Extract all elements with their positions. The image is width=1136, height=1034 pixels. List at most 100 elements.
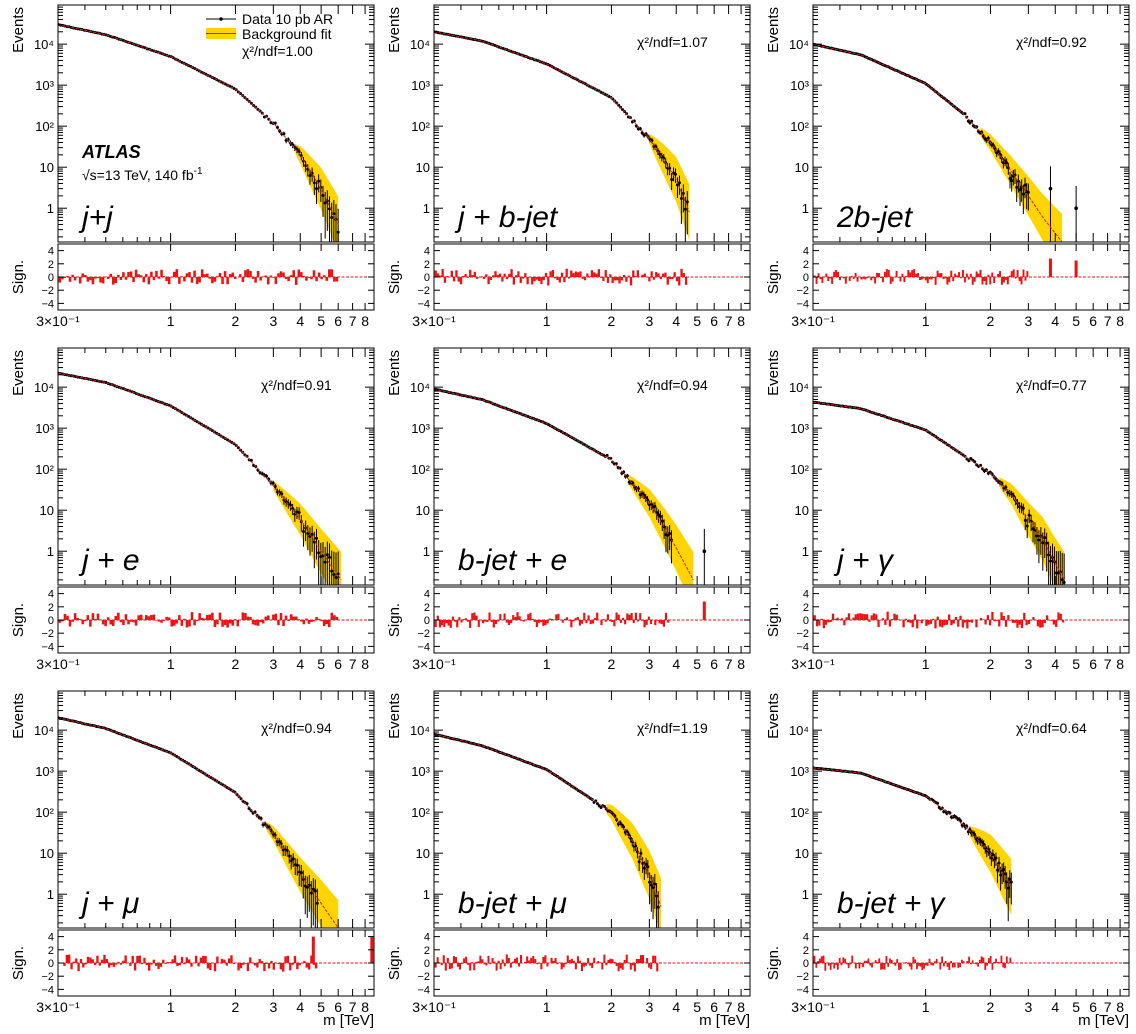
sig-bar xyxy=(1055,620,1057,627)
sig-bar xyxy=(571,959,573,963)
sig-bar xyxy=(887,612,889,620)
sig-bar xyxy=(563,963,565,967)
data-point xyxy=(1063,581,1066,584)
sig-bar xyxy=(153,960,155,963)
y-tick-label: 10 xyxy=(416,160,430,175)
chi2-label: χ²/ndf=0.92 xyxy=(1016,34,1087,50)
sig-bar xyxy=(1019,277,1021,281)
y-tick-label: 10 xyxy=(795,160,809,175)
sig-bar xyxy=(652,956,654,963)
sig-bar xyxy=(669,277,671,279)
sig-bar xyxy=(983,277,985,281)
background-fit-line xyxy=(813,768,1011,887)
sig-bar xyxy=(223,960,225,963)
sig-bar xyxy=(219,273,222,277)
data-point xyxy=(1049,187,1053,191)
sig-bar xyxy=(851,956,853,963)
x-tick-label: 5 xyxy=(693,313,701,329)
significance-panel: 420−2−43×10⁻¹ 1 2 3 4 5 6 7 8 xyxy=(36,244,374,329)
sig-bar xyxy=(825,620,827,625)
sig-bar xyxy=(930,620,932,624)
sig-bar xyxy=(583,613,585,620)
sig-bar xyxy=(954,274,956,277)
sig-bar xyxy=(988,958,990,963)
sig-bar xyxy=(237,620,240,626)
sig-bar xyxy=(999,962,1001,963)
sig-bar xyxy=(646,958,648,963)
sig-bar xyxy=(1005,620,1007,627)
x-tick-label: 1 xyxy=(922,999,930,1015)
sig-bar xyxy=(907,620,909,622)
sig-bar xyxy=(226,620,229,627)
sig-bar xyxy=(855,614,857,620)
sig-tick-label: −2 xyxy=(417,971,430,983)
x-tick-label: 2 xyxy=(987,999,995,1015)
sig-bar xyxy=(135,270,138,277)
channel-label: j + γ xyxy=(833,544,895,577)
sig-bar xyxy=(868,620,870,622)
sig-bar xyxy=(880,963,882,970)
sig-bar xyxy=(999,271,1001,277)
sig-bar xyxy=(871,615,873,620)
sig-bar xyxy=(848,613,850,620)
sig-bar xyxy=(224,620,227,625)
sig-bar xyxy=(915,274,917,277)
sig-bar xyxy=(1044,620,1046,623)
sig-bar xyxy=(259,277,262,281)
sig-bar xyxy=(994,620,996,621)
sig-bar xyxy=(277,620,280,625)
data-point xyxy=(639,852,642,855)
sig-bar xyxy=(855,963,857,968)
sig-bar xyxy=(820,619,822,620)
data-point xyxy=(324,202,327,205)
data-point xyxy=(335,576,338,579)
sig-bar xyxy=(196,620,199,621)
sig-bar xyxy=(623,275,625,277)
sig-bar xyxy=(256,963,258,968)
sig-bar xyxy=(1001,956,1003,963)
sig-bar xyxy=(872,277,874,278)
sig-tick-label: 0 xyxy=(803,615,809,627)
sig-bar xyxy=(630,277,632,285)
y-tick-label: 10³ xyxy=(35,78,54,93)
sig-bar xyxy=(866,614,868,620)
sig-bar xyxy=(637,270,639,277)
sig-bar xyxy=(249,271,252,277)
sig-bar xyxy=(636,959,638,963)
sig-bar xyxy=(1014,620,1016,623)
data-point xyxy=(657,906,660,909)
sig-bar xyxy=(975,963,977,964)
sig-bar xyxy=(567,956,569,963)
sig-bar xyxy=(109,620,112,624)
sig-bar xyxy=(676,277,678,281)
sig-bar xyxy=(648,277,650,281)
sig-bar xyxy=(306,963,308,968)
data-point xyxy=(286,849,289,852)
sig-bar xyxy=(914,614,916,620)
sig-bar xyxy=(678,277,680,285)
sig-bar xyxy=(561,963,563,969)
sig-bar xyxy=(830,963,832,970)
sig-bar xyxy=(979,960,981,963)
legend-data-label: Data 10 pb AR xyxy=(242,11,333,27)
sig-bar xyxy=(960,277,962,278)
significance-panel: 420−2−43×10⁻¹ 1 2 3 4 5 6 7 8 xyxy=(412,244,750,329)
sig-bar xyxy=(839,958,841,963)
sig-bar xyxy=(270,961,272,963)
x-tick-label: 6 xyxy=(334,313,342,329)
sig-bar xyxy=(593,958,595,963)
y-tick-label: 10² xyxy=(790,119,809,134)
sig-bar xyxy=(832,614,834,620)
sig-bar xyxy=(206,615,209,620)
energy-lumi-label: √s=13 TeV, 140 fb-1 xyxy=(82,166,203,183)
sig-bar xyxy=(74,613,77,620)
sig-bar xyxy=(450,620,452,628)
sig-bar xyxy=(97,277,100,278)
sig-bar xyxy=(978,274,980,277)
sig-bar xyxy=(832,963,834,964)
sig-bar xyxy=(889,958,891,963)
sig-bar xyxy=(814,615,816,620)
sig-bar xyxy=(905,619,907,620)
sig-bar xyxy=(814,956,816,963)
